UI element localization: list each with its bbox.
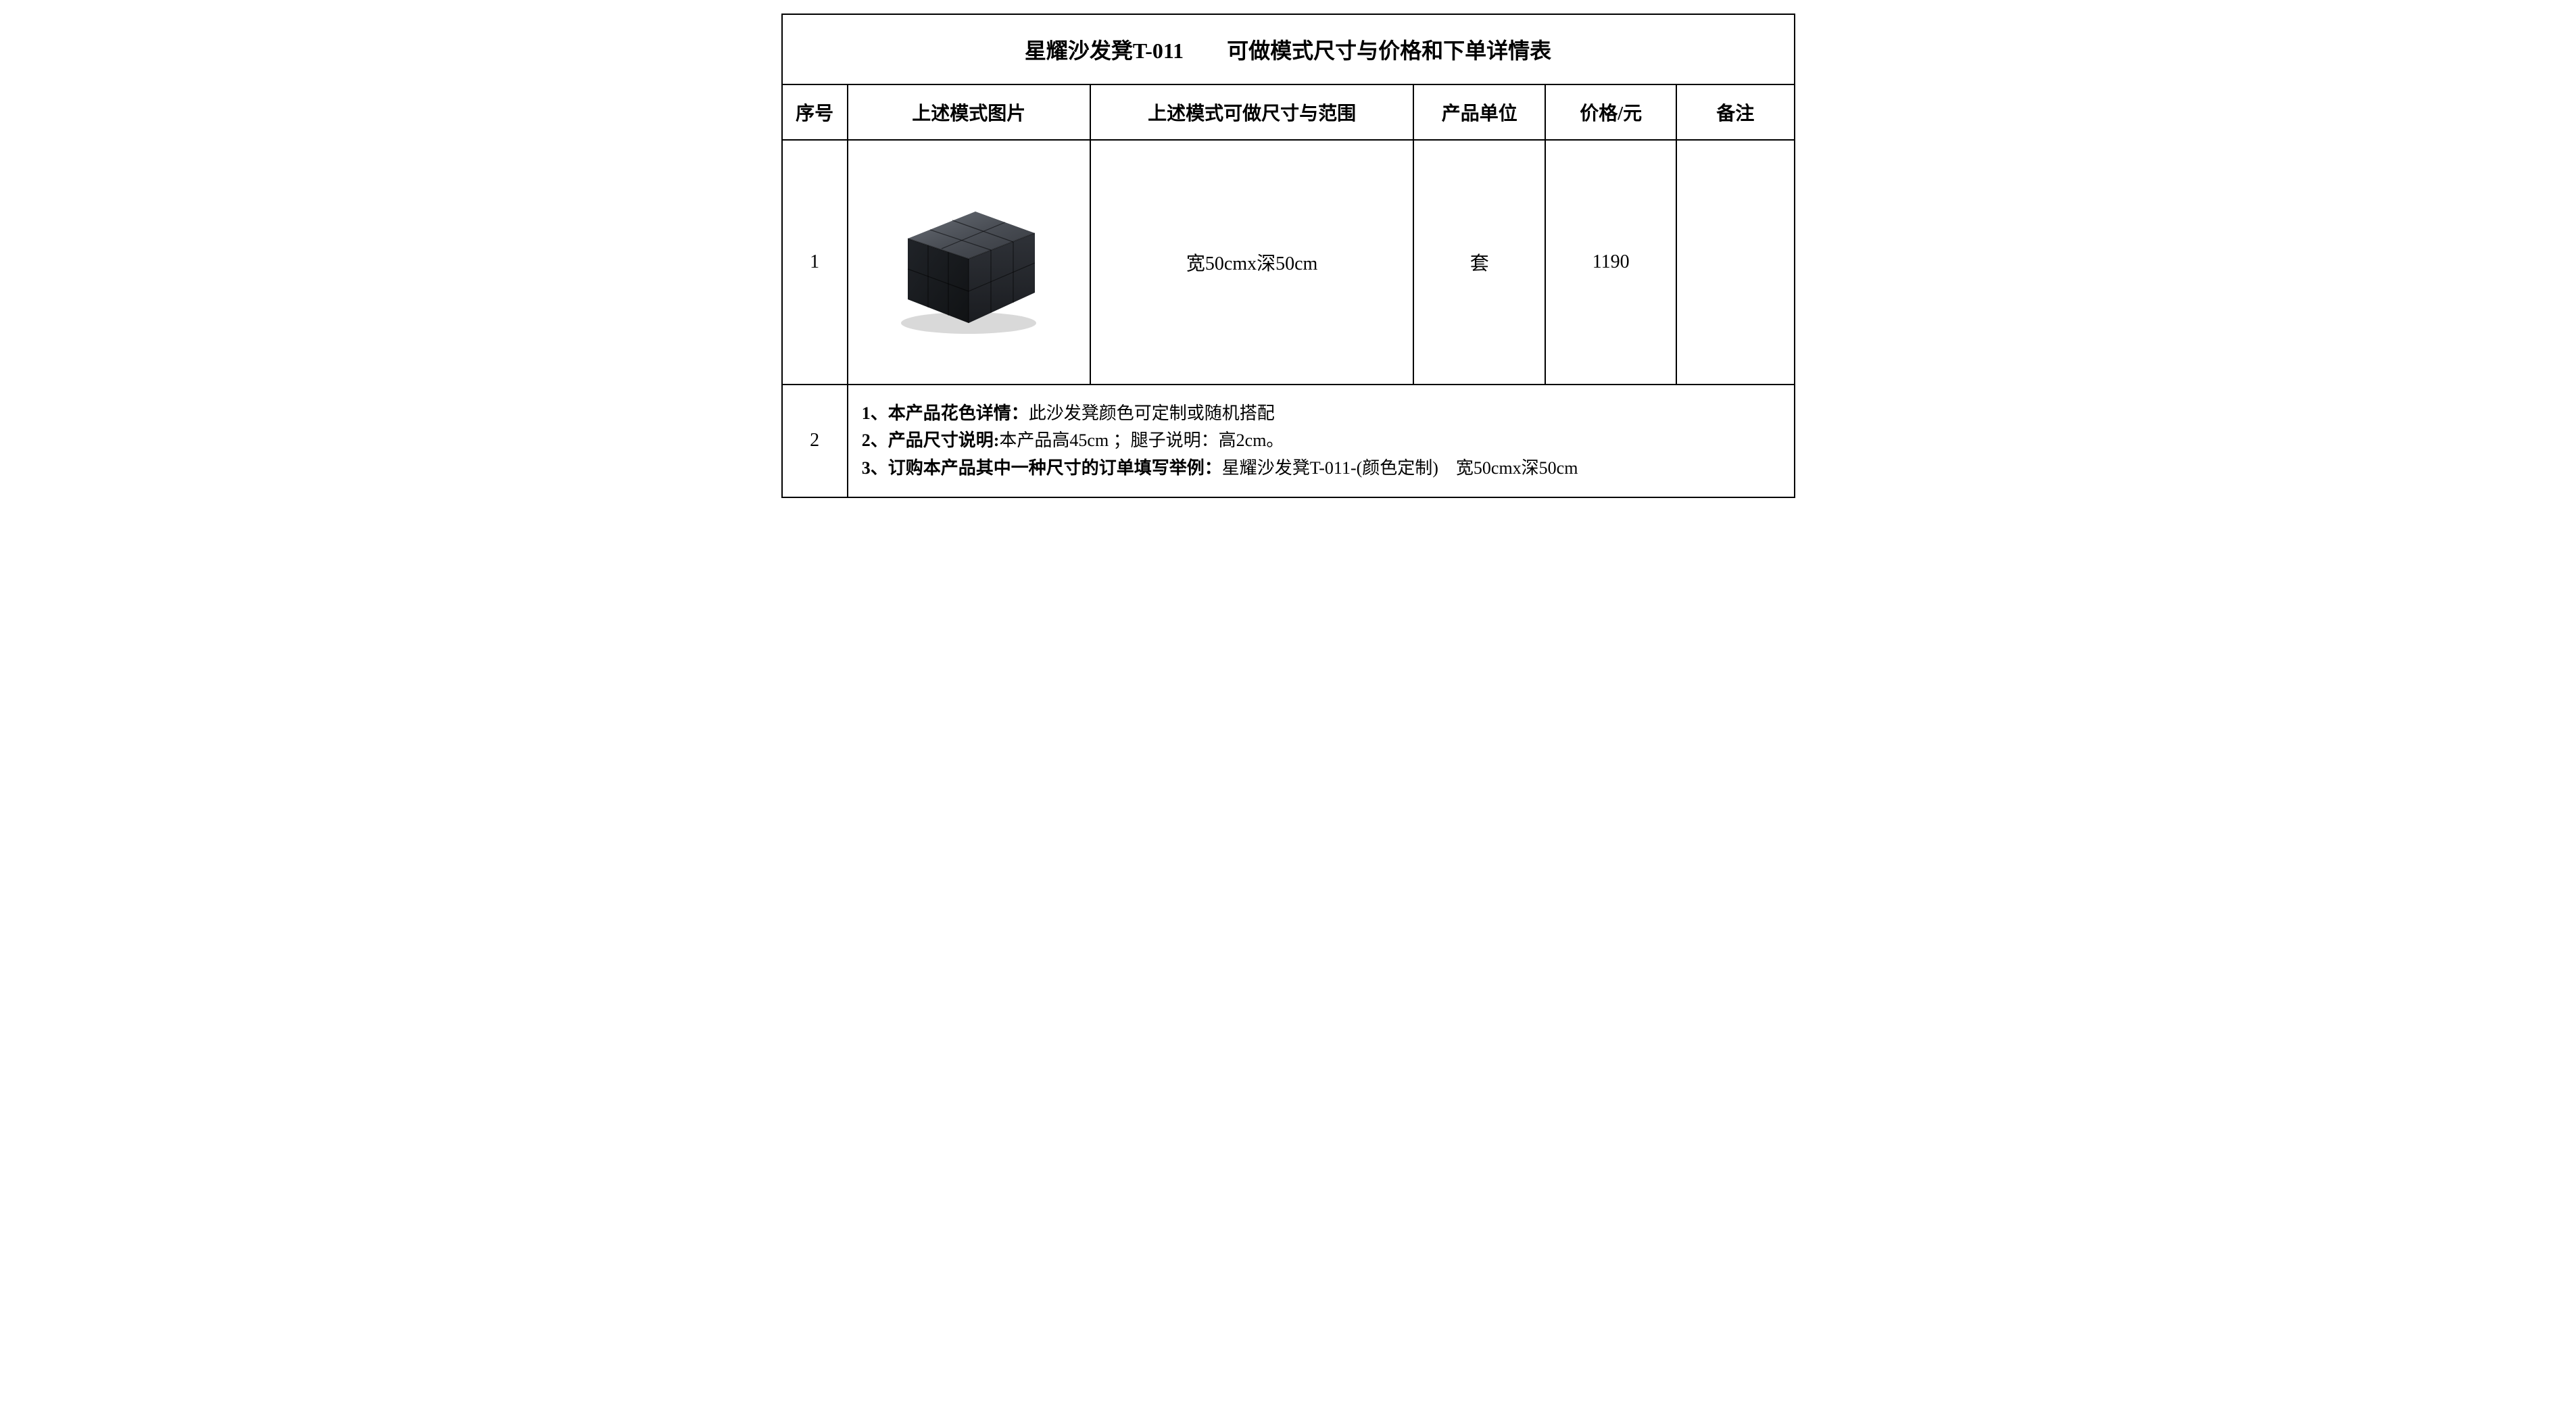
note-line-3: 3、订购本产品其中一种尺寸的订单填写举例：星耀沙发凳T-011-(颜色定制) 宽… [862,455,1780,482]
header-price: 价格/元 [1546,85,1677,139]
cell-index: 2 [783,385,848,497]
cell-index: 1 [783,141,848,384]
header-size: 上述模式可做尺寸与范围 [1091,85,1415,139]
cell-size: 宽50cmx深50cm [1091,141,1415,384]
note-line-2: 2、产品尺寸说明:本产品高45cm ；腿子说明：高2cm。 [862,427,1780,454]
table-title: 星耀沙发凳T-011 可做模式尺寸与价格和下单详情表 [783,15,1794,85]
table-header-row: 序号 上述模式图片 上述模式可做尺寸与范围 产品单位 价格/元 备注 [783,85,1794,141]
cell-price: 1190 [1546,141,1677,384]
header-image: 上述模式图片 [848,85,1091,139]
note-line-1: 1、本产品花色详情：此沙发凳颜色可定制或随机搭配 [862,400,1780,427]
note-2-text: 本产品高45cm ；腿子说明：高2cm。 [999,430,1284,450]
cell-notes: 1、本产品花色详情：此沙发凳颜色可定制或随机搭配 2、产品尺寸说明:本产品高45… [848,385,1794,497]
header-index: 序号 [783,85,848,139]
cell-remark [1677,141,1793,384]
note-1-text: 此沙发凳颜色可定制或随机搭配 [1029,403,1275,423]
header-unit: 产品单位 [1414,85,1545,139]
cell-image [848,141,1091,384]
note-1-bold: 1、本产品花色详情： [862,403,1029,423]
note-3-bold: 3、订购本产品其中一种尺寸的订单填写举例： [862,458,1222,478]
note-2-bold: 2、产品尺寸说明: [862,430,1000,450]
header-remark: 备注 [1677,85,1793,139]
table-row: 2 1、本产品花色详情：此沙发凳颜色可定制或随机搭配 2、产品尺寸说明:本产品高… [783,385,1794,497]
ottoman-icon [881,184,1056,340]
table-row: 1 [783,141,1794,385]
cell-unit: 套 [1414,141,1545,384]
spec-table: 星耀沙发凳T-011 可做模式尺寸与价格和下单详情表 序号 上述模式图片 上述模… [781,14,1795,498]
note-3-text: 星耀沙发凳T-011-(颜色定制) 宽50cmx深50cm [1222,458,1578,478]
